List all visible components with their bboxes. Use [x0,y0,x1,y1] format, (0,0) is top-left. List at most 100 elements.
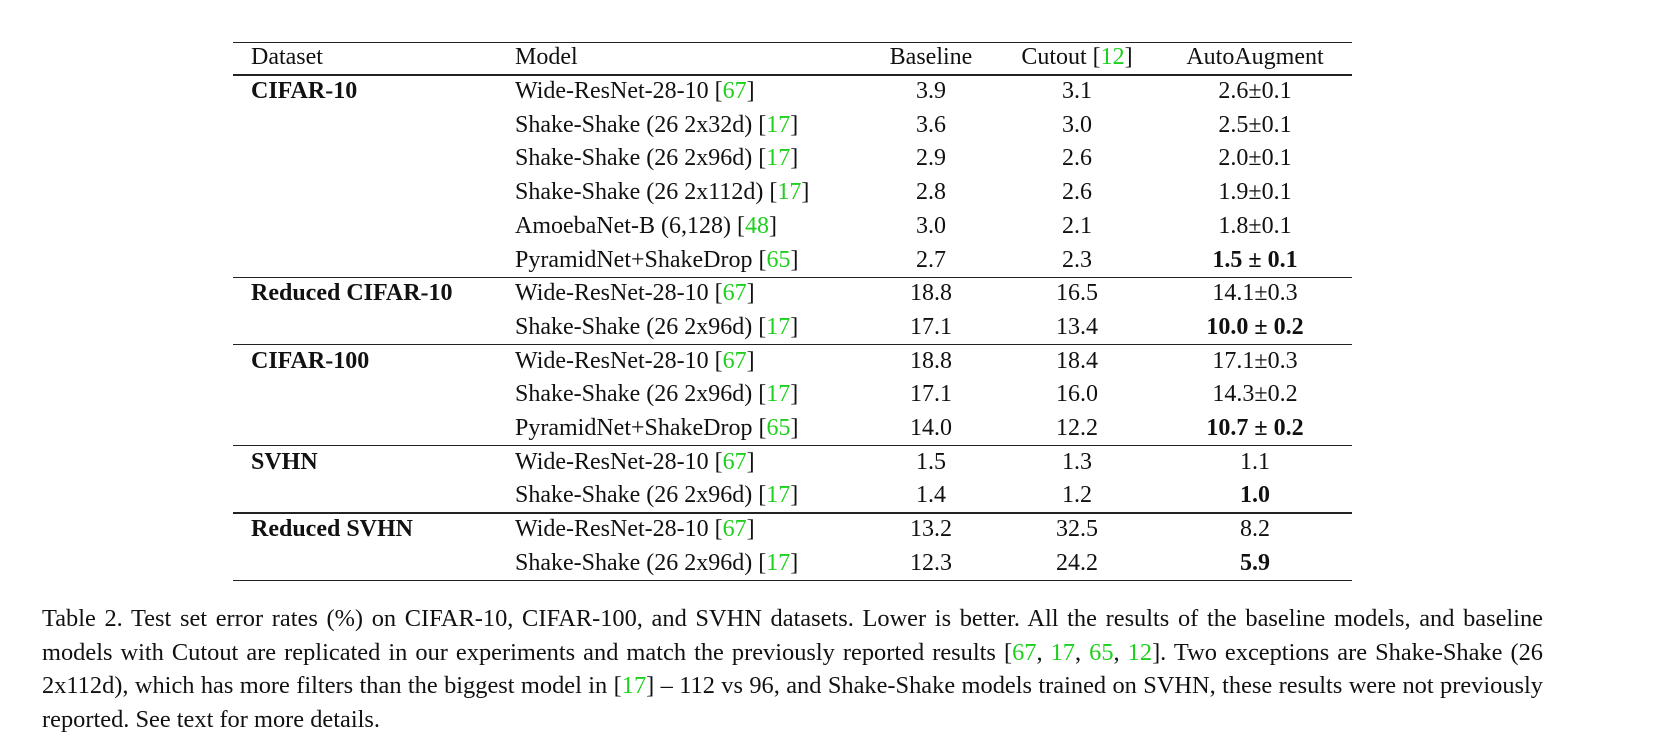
cutout-cell: 18.4 [1056,347,1098,374]
citation: 17 [777,179,802,206]
text: ] [790,549,799,576]
text: ] [790,482,799,509]
text: Shake-Shake (26 2x32d) [ [515,111,767,138]
model-cell: Wide-ResNet-28-10 [67] [515,446,755,480]
citation: 17 [1050,638,1075,666]
text: Shake-Shake (26 2x96d) [ [515,549,767,576]
autoaugment-cell: 2.0±0.1 [1218,145,1292,172]
text: ] [746,280,755,307]
header-cell: AutoAugment [1165,41,1345,75]
text: ] [790,313,799,340]
text: , [1113,638,1128,666]
dataset-cell: Reduced SVHN [251,516,414,543]
text: ] [790,381,799,408]
cutout-cell: 1.2 [1062,482,1092,509]
autoaugment-cell: 14.1±0.3 [1212,280,1298,307]
citation: 67 [722,516,747,543]
top-rule [233,41,1352,43]
group-rule [233,276,1352,278]
text: ] [790,145,799,172]
model-cell: Shake-Shake (26 2x96d) [17] [515,142,798,176]
text: ] [746,78,755,104]
cutout-cell: 3.0 [1062,111,1092,138]
cutout-cell: 2.3 [1062,246,1092,273]
model-cell: PyramidNet+ShakeDrop [65] [515,412,798,446]
autoaugment-cell: 8.2 [1240,516,1270,543]
model-cell: Shake-Shake (26 2x96d) [17] [515,311,798,345]
text: ] [801,179,810,206]
baseline-cell: 1.5 [916,448,946,475]
text: Baseline [889,44,973,71]
header-rule [233,74,1352,76]
text: Wide-ResNet-28-10 [ [515,78,723,104]
header-cell: Dataset [251,41,501,75]
citation: 17 [766,549,791,576]
citation: 65 [766,246,791,273]
dataset-cell: Reduced CIFAR-10 [251,280,453,307]
autoaugment-cell: 1.8±0.1 [1218,212,1292,239]
baseline-cell: 2.7 [916,246,946,273]
dataset-cell: CIFAR-10 [251,78,358,104]
autoaugment-cell: 17.1±0.3 [1212,347,1298,374]
cutout-cell: 2.1 [1062,212,1092,239]
model-cell: PyramidNet+ShakeDrop [65] [515,244,798,278]
cutout-cell: 12.2 [1056,415,1098,441]
text: ]. Two exceptions are Shake-Shake (26 2x… [42,638,1543,700]
citation: 67 [722,78,747,104]
cutout-cell: 2.6 [1062,179,1092,206]
citation: 17 [766,381,791,408]
text: Shake-Shake (26 2x112d) [ [515,179,778,206]
text: PyramidNet+ShakeDrop [ [515,246,767,273]
text: Shake-Shake (26 2x96d) [ [515,381,767,408]
citation: 48 [744,212,769,239]
header-cell: Model [515,41,865,75]
model-cell: Shake-Shake (26 2x112d) [17] [515,176,809,210]
citation: 12 [1100,44,1125,71]
text: Shake-Shake (26 2x96d) [ [515,145,767,172]
text: , [1036,638,1051,666]
cutout-cell: 1.3 [1062,448,1092,475]
header-cell: Cutout [12] [1007,41,1147,75]
citation: 17 [621,672,647,700]
model-cell: Wide-ResNet-28-10 [67] [515,277,755,311]
baseline-cell: 3.6 [916,111,946,138]
autoaugment-cell: 1.5 ± 0.1 [1212,246,1298,273]
autoaugment-cell: 2.5±0.1 [1218,111,1292,138]
baseline-cell: 14.0 [910,415,952,441]
text: ] [746,347,755,374]
autoaugment-cell: 10.0 ± 0.2 [1206,313,1304,340]
baseline-cell: 17.1 [910,381,952,408]
cutout-cell: 2.6 [1062,145,1092,172]
text: Wide-ResNet-28-10 [ [515,516,723,543]
model-cell: Wide-ResNet-28-10 [67] [515,513,755,547]
text: ] [790,415,799,441]
dataset-cell: CIFAR-100 [251,347,370,374]
dataset-cell: SVHN [251,448,318,475]
citation: 67 [722,448,747,475]
baseline-cell: 3.9 [916,78,946,104]
autoaugment-cell: 1.9±0.1 [1218,179,1292,206]
header-cell: Baseline [871,41,991,75]
text: ] [768,212,777,239]
citation: 17 [766,482,791,509]
baseline-cell: 2.8 [916,179,946,206]
group-rule [233,343,1352,346]
cutout-cell: 24.2 [1056,549,1098,576]
citation: 65 [766,415,791,441]
cutout-cell: 3.1 [1062,78,1092,104]
text: ] [1124,44,1133,71]
autoaugment-cell: 5.9 [1240,549,1270,576]
citation: 67 [722,280,747,307]
autoaugment-cell: 10.7 ± 0.2 [1206,415,1304,441]
baseline-cell: 18.8 [910,347,952,374]
group-rule [233,512,1352,514]
group-rule [233,445,1352,447]
citation: 67 [722,347,747,374]
caption: Table 2. Test set error rates (%) on CIF… [42,602,1543,736]
model-cell: Wide-ResNet-28-10 [67] [515,75,755,109]
citation: 67 [1012,638,1037,666]
group-rule [233,579,1352,582]
text: Shake-Shake (26 2x96d) [ [515,482,767,509]
text: ] [790,111,799,138]
